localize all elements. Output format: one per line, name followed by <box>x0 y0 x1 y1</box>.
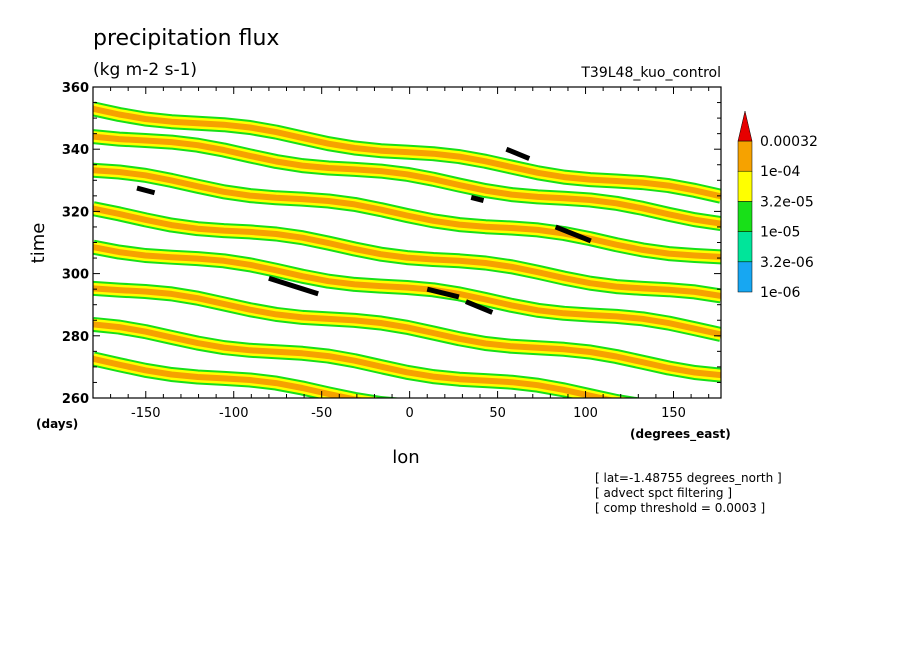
y-units-label: (days) <box>36 417 78 431</box>
y-axis: 260 280 300 320 340 360 <box>62 81 721 407</box>
x-tick-label: -50 <box>311 406 332 421</box>
x-tick-label: 50 <box>489 406 506 421</box>
x-tick-label: -150 <box>131 406 161 421</box>
precip-band <box>93 280 721 383</box>
colorbar-label: 0.00032 <box>760 134 818 150</box>
colorbar-label: 1e-05 <box>760 225 800 241</box>
colorbar: 1e-06 3.2e-06 1e-05 3.2e-05 1e-04 0.00032 <box>737 110 818 301</box>
precipitation-field <box>93 101 721 398</box>
y-tick-label: 300 <box>62 268 89 283</box>
precip-band <box>93 316 643 398</box>
precip-band <box>93 129 721 232</box>
precip-contour <box>93 244 721 338</box>
y-tick-label: 280 <box>62 330 89 345</box>
colorbar-label: 3.2e-06 <box>760 255 814 271</box>
y-tick-label: 340 <box>62 143 89 158</box>
x-axis: -150 -100 -50 0 50 100 150 <box>110 87 710 421</box>
precip-band <box>93 101 721 204</box>
threshold-exceedance <box>505 146 531 161</box>
colorbar-swatch <box>737 261 753 293</box>
precip-band <box>93 351 403 398</box>
colorbar-label: 1e-04 <box>760 164 800 180</box>
x-tick-label: 100 <box>573 406 598 421</box>
colorbar-label: 3.2e-05 <box>760 194 814 210</box>
colorbar-swatch <box>737 201 753 232</box>
chart-units: (kg m-2 s-1) <box>93 60 197 80</box>
threshold-exceedance <box>136 185 156 196</box>
precip-contour <box>93 105 721 200</box>
x-units-label: (degrees_east) <box>630 427 731 442</box>
precip-contour <box>93 355 366 398</box>
y-tick-label: 320 <box>62 205 89 220</box>
threshold-exceedance <box>268 275 319 297</box>
threshold-exceedance <box>464 299 494 315</box>
precip-contour <box>93 321 615 398</box>
colorbar-swatch <box>737 231 753 263</box>
annotation-latitude: [ lat=-1.48755 degrees_north ] <box>595 471 782 485</box>
x-tick-label: -100 <box>219 406 249 421</box>
precip-contour <box>93 285 721 379</box>
colorbar-swatch <box>737 140 753 172</box>
colorbar-top-arrow <box>737 110 753 142</box>
chart-title: precipitation flux <box>93 26 279 51</box>
y-tick-label: 360 <box>62 81 89 96</box>
annotation-threshold: [ comp threshold = 0.0003 ] <box>595 501 765 515</box>
y-tick-label: 260 <box>62 392 89 407</box>
threshold-exceedance-marks <box>136 146 592 315</box>
annotation-filtering: [ advect spct filtering ] <box>595 486 732 500</box>
threshold-exceedance <box>554 224 592 244</box>
run-label: T39L48_kuo_control <box>580 65 721 81</box>
x-tick-label: 0 <box>405 406 413 421</box>
threshold-exceedance <box>426 286 460 300</box>
precip-band <box>93 239 721 342</box>
y-axis-label: time <box>28 223 49 264</box>
precip-contour <box>93 133 721 227</box>
precip-contour <box>93 167 721 260</box>
precip-band <box>93 201 721 304</box>
colorbar-label: 1e-06 <box>760 285 800 301</box>
x-axis-label: lon <box>392 447 419 468</box>
threshold-exceedance <box>470 194 485 203</box>
precip-band <box>93 162 721 265</box>
x-tick-label: 150 <box>661 406 686 421</box>
colorbar-swatch <box>737 170 753 202</box>
precip-contour <box>93 205 721 299</box>
